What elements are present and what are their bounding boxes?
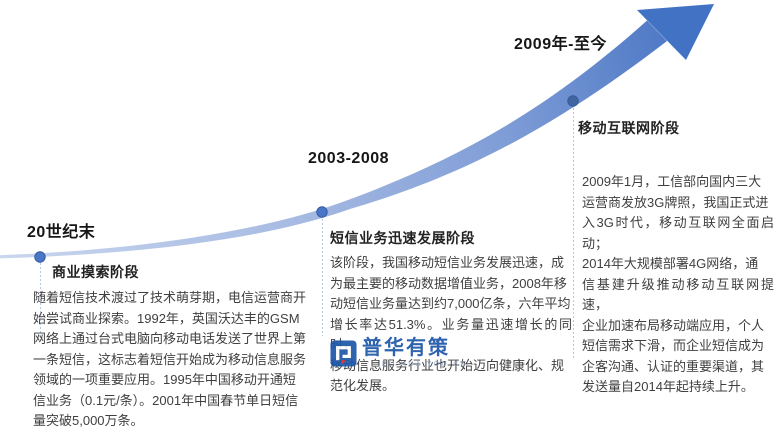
stage-2-title: 短信业务迅速发展阶段	[330, 230, 475, 246]
stage-1-period-label: 20世纪末	[27, 224, 96, 241]
milestone-dot-2	[316, 206, 328, 218]
growth-curve-band	[0, 20, 667, 259]
milestone-dot-3	[567, 95, 579, 107]
stage-2-body: 该阶段，我国移动短信业务发展迅速，成 为最主要的移动数据增值业务，2008年移 …	[330, 255, 572, 393]
stage-2-period-label: 2003-2008	[308, 150, 390, 167]
stage-3-body: 2009年1月，工信部向国内三大 运营商发放3G牌照，我国正式进 入3G时代，移…	[582, 174, 774, 394]
stage-3-period-label: 2009年-至今	[514, 36, 607, 53]
stage-1-title: 商业摸索阶段	[52, 264, 139, 280]
arrowhead-icon	[637, 4, 714, 60]
milestone-dot-1	[34, 251, 46, 263]
stage-3-title: 移动互联网阶段	[578, 120, 680, 136]
stage-1-body: 随着短信技术渡过了技术萌芽期，电信运营商开 始尝试商业探索。1992年，英国沃达…	[33, 290, 307, 428]
